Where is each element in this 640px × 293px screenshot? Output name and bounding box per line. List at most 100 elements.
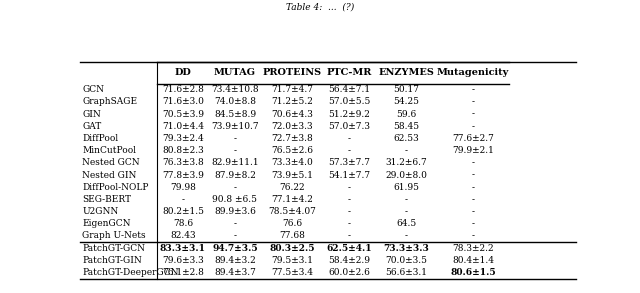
Text: 80.4±1.4: 80.4±1.4 [452,256,494,265]
Text: 51.2±9.2: 51.2±9.2 [328,110,370,119]
Text: GCN: GCN [83,85,104,94]
Text: MUTAG: MUTAG [214,69,256,77]
Text: -: - [472,98,475,106]
Text: -: - [234,134,237,143]
Text: 56.6±3.1: 56.6±3.1 [385,268,427,277]
Text: 80.6±1.5: 80.6±1.5 [451,268,496,277]
Text: 78.3±2.2: 78.3±2.2 [452,244,494,253]
Text: GAT: GAT [83,122,102,131]
Text: 70.0±3.5: 70.0±3.5 [385,256,427,265]
Text: -: - [348,207,351,216]
Text: -: - [348,146,351,155]
Text: 82.43: 82.43 [170,231,196,241]
Text: -: - [472,219,475,228]
Text: -: - [472,195,475,204]
Text: 71.2±5.2: 71.2±5.2 [271,98,313,106]
Text: 72.0±3.3: 72.0±3.3 [271,122,313,131]
Text: 54.25: 54.25 [393,98,419,106]
Text: 77.6±2.7: 77.6±2.7 [452,134,494,143]
Text: Graph U-Nets: Graph U-Nets [83,231,146,241]
Text: 71.0±4.4: 71.0±4.4 [162,122,204,131]
Text: 79.9±2.1: 79.9±2.1 [452,146,494,155]
Text: Table 4:  ...  (?): Table 4: ... (?) [286,3,354,12]
Text: PatchGT-GIN: PatchGT-GIN [83,256,142,265]
Text: SEG-BERT: SEG-BERT [83,195,131,204]
Text: 62.5±4.1: 62.5±4.1 [326,244,372,253]
Text: 79.6±3.3: 79.6±3.3 [162,256,204,265]
Text: 77.8±3.9: 77.8±3.9 [162,171,204,180]
Text: U2GNN: U2GNN [83,207,119,216]
Text: 87.9±8.2: 87.9±8.2 [214,171,256,180]
Text: EigenGCN: EigenGCN [83,219,131,228]
Text: 64.5: 64.5 [396,219,416,228]
Text: 56.4±7.1: 56.4±7.1 [328,85,370,94]
Text: 76.5±2.6: 76.5±2.6 [271,146,313,155]
Text: 78.6: 78.6 [173,219,193,228]
Text: MinCutPool: MinCutPool [83,146,136,155]
Text: PTC-MR: PTC-MR [326,69,372,77]
Text: 82.9±11.1: 82.9±11.1 [211,158,259,167]
Text: -: - [404,146,408,155]
Text: 73.9±5.1: 73.9±5.1 [271,171,313,180]
Text: -: - [472,110,475,119]
Text: 73.3±4.0: 73.3±4.0 [271,158,313,167]
Text: 90.8 ±6.5: 90.8 ±6.5 [212,195,257,204]
Text: -: - [472,183,475,192]
Text: -: - [348,183,351,192]
Text: 77.5±3.4: 77.5±3.4 [271,268,313,277]
Text: 80.2±1.5: 80.2±1.5 [162,207,204,216]
Text: 76.22: 76.22 [279,183,305,192]
Text: -: - [404,231,408,241]
Text: Mutagenicity: Mutagenicity [437,69,509,77]
Text: 57.3±7.7: 57.3±7.7 [328,158,370,167]
Text: 29.0±8.0: 29.0±8.0 [385,171,427,180]
Text: 61.95: 61.95 [393,183,419,192]
Text: -: - [472,158,475,167]
Text: 57.0±5.5: 57.0±5.5 [328,98,371,106]
Text: 54.1±7.7: 54.1±7.7 [328,171,370,180]
Text: 76.6: 76.6 [282,219,302,228]
Text: 58.45: 58.45 [393,122,419,131]
Text: 72.7±3.8: 72.7±3.8 [271,134,313,143]
Text: 77.68: 77.68 [279,231,305,241]
Text: -: - [472,207,475,216]
Text: PatchGT-DeeperGCN: PatchGT-DeeperGCN [83,268,179,277]
Text: PROTEINS: PROTEINS [262,69,322,77]
Text: 50.17: 50.17 [393,85,419,94]
Text: GraphSAGE: GraphSAGE [83,98,138,106]
Text: Nested GIN: Nested GIN [83,171,137,180]
Text: 78.5±4.07: 78.5±4.07 [268,207,316,216]
Text: 58.4±2.9: 58.4±2.9 [328,256,370,265]
Text: ENZYMES: ENZYMES [378,69,434,77]
Text: 89.4±3.7: 89.4±3.7 [214,268,256,277]
Text: 89.9±3.6: 89.9±3.6 [214,207,256,216]
Text: 71.6±2.8: 71.6±2.8 [162,85,204,94]
Text: 74.0±8.8: 74.0±8.8 [214,98,256,106]
Text: -: - [348,219,351,228]
Text: -: - [234,231,237,241]
Text: 79.5±3.1: 79.5±3.1 [271,256,313,265]
Text: 79.98: 79.98 [170,183,196,192]
Text: -: - [234,219,237,228]
Text: -: - [348,231,351,241]
Text: -: - [472,231,475,241]
Text: 71.6±3.0: 71.6±3.0 [162,98,204,106]
Text: -: - [404,195,408,204]
Text: -: - [234,146,237,155]
Text: 71.7±4.7: 71.7±4.7 [271,85,313,94]
Text: GIN: GIN [83,110,101,119]
Text: -: - [472,122,475,131]
Text: 57.0±7.3: 57.0±7.3 [328,122,370,131]
Text: 73.4±10.8: 73.4±10.8 [211,85,259,94]
Text: PatchGT-GCN: PatchGT-GCN [83,244,145,253]
Text: 77.1±4.2: 77.1±4.2 [271,195,313,204]
Text: -: - [348,134,351,143]
Text: DiffPool-NOLP: DiffPool-NOLP [83,183,149,192]
Text: -: - [234,183,237,192]
Text: 70.5±3.9: 70.5±3.9 [162,110,204,119]
Text: DiffPool: DiffPool [83,134,118,143]
Text: 73.9±10.7: 73.9±10.7 [211,122,259,131]
Text: 94.7±3.5: 94.7±3.5 [212,244,258,253]
Text: 84.5±8.9: 84.5±8.9 [214,110,256,119]
Text: 76.1±2.8: 76.1±2.8 [162,268,204,277]
